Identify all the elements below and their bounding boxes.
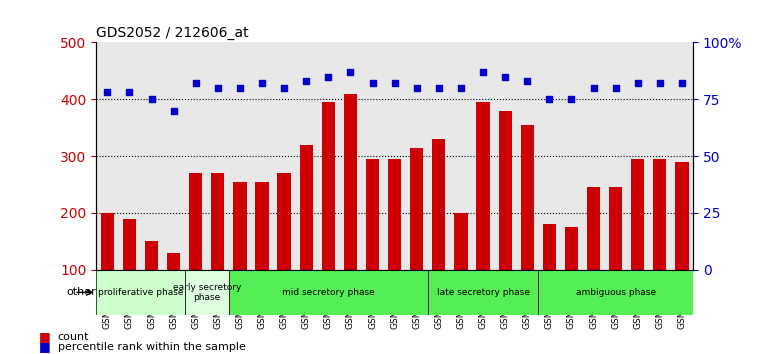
Text: percentile rank within the sample: percentile rank within the sample bbox=[58, 342, 246, 353]
Point bbox=[477, 69, 489, 75]
Bar bbox=[538, 270, 693, 315]
Bar bbox=[675, 162, 688, 326]
Bar bbox=[587, 187, 600, 326]
Bar bbox=[410, 148, 424, 326]
Bar bbox=[233, 182, 246, 326]
Bar bbox=[432, 139, 446, 326]
Bar bbox=[653, 159, 667, 326]
Point bbox=[300, 78, 313, 84]
Point bbox=[455, 85, 467, 91]
Point bbox=[367, 81, 379, 86]
Bar bbox=[343, 93, 357, 326]
Bar bbox=[189, 173, 203, 326]
Point bbox=[101, 90, 113, 95]
Text: GDS2052 / 212606_at: GDS2052 / 212606_at bbox=[96, 26, 249, 40]
Point bbox=[610, 85, 622, 91]
Bar bbox=[521, 125, 534, 326]
Point bbox=[322, 74, 334, 79]
Bar bbox=[609, 187, 622, 326]
Text: other: other bbox=[66, 287, 96, 297]
Bar bbox=[543, 224, 556, 326]
Point bbox=[278, 85, 290, 91]
Bar bbox=[454, 213, 467, 326]
Point bbox=[189, 81, 202, 86]
Bar bbox=[277, 173, 291, 326]
Point bbox=[344, 69, 357, 75]
Bar bbox=[366, 159, 379, 326]
Bar bbox=[122, 218, 136, 326]
Bar bbox=[565, 227, 578, 326]
Bar bbox=[229, 270, 428, 315]
Text: mid secretory phase: mid secretory phase bbox=[282, 288, 375, 297]
Point bbox=[654, 81, 666, 86]
Point bbox=[123, 90, 136, 95]
Point bbox=[433, 85, 445, 91]
Bar bbox=[96, 270, 185, 315]
Point bbox=[631, 81, 644, 86]
Point bbox=[499, 74, 511, 79]
Point bbox=[676, 81, 688, 86]
Bar bbox=[185, 270, 229, 315]
Point bbox=[167, 108, 179, 113]
Bar bbox=[322, 102, 335, 326]
Point bbox=[146, 96, 158, 102]
Text: late secretory phase: late secretory phase bbox=[437, 288, 530, 297]
Bar bbox=[256, 182, 269, 326]
Text: ambiguous phase: ambiguous phase bbox=[576, 288, 656, 297]
Text: count: count bbox=[58, 332, 89, 342]
Text: ■: ■ bbox=[38, 341, 50, 353]
Point bbox=[388, 81, 400, 86]
Text: early secretory
phase: early secretory phase bbox=[172, 282, 241, 302]
Text: ■: ■ bbox=[38, 330, 50, 343]
Point bbox=[212, 85, 224, 91]
Point bbox=[588, 85, 600, 91]
Bar bbox=[300, 145, 313, 326]
Bar bbox=[428, 270, 538, 315]
Bar bbox=[388, 159, 401, 326]
Text: proliferative phase: proliferative phase bbox=[98, 288, 183, 297]
Bar bbox=[631, 159, 644, 326]
Bar bbox=[101, 213, 114, 326]
Bar bbox=[145, 241, 158, 326]
Point bbox=[256, 81, 268, 86]
Bar bbox=[211, 173, 224, 326]
Point bbox=[410, 85, 423, 91]
Bar bbox=[477, 102, 490, 326]
Bar bbox=[498, 110, 512, 326]
Point bbox=[234, 85, 246, 91]
Point bbox=[543, 96, 555, 102]
Bar bbox=[167, 253, 180, 326]
Point bbox=[565, 96, 578, 102]
Point bbox=[521, 78, 534, 84]
